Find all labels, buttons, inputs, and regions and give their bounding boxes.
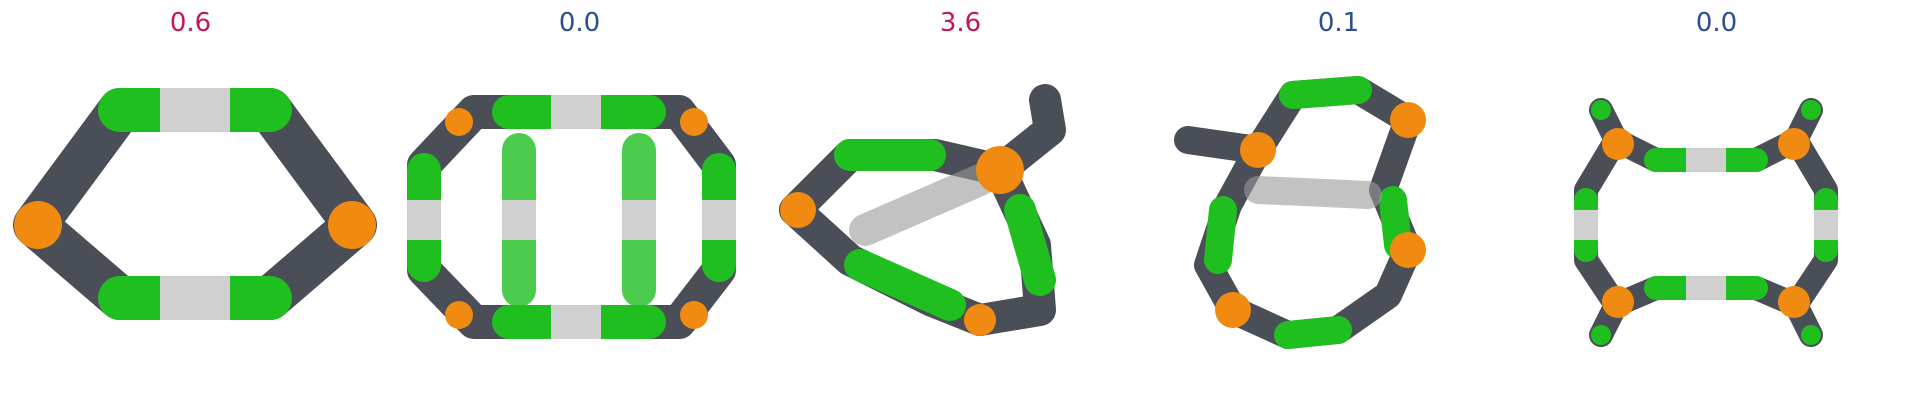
molecule-panel-1: 0.6 (0, 0, 381, 416)
molecule-panel-5: 0.0 (1526, 0, 1907, 416)
score-label: 0.1 (1317, 8, 1360, 38)
molecule-panel-3: 3.6 (770, 0, 1151, 416)
score-label: 0.0 (558, 8, 601, 38)
score-label: 3.6 (939, 8, 982, 38)
molecule-panel-4: 0.1 (1148, 0, 1529, 416)
score-label: 0.0 (1695, 8, 1738, 38)
molecule-panel-2: 0.0 (389, 0, 770, 416)
cage-molecule-front-icon (407, 95, 736, 339)
twisted-cage-molecule-icon (779, 84, 1066, 336)
tilted-cage-molecule-icon (1174, 76, 1426, 349)
hexagonal-ring-molecule-icon (13, 88, 377, 320)
score-label: 0.6 (169, 8, 212, 38)
cage-molecule-top-icon (1574, 98, 1838, 347)
